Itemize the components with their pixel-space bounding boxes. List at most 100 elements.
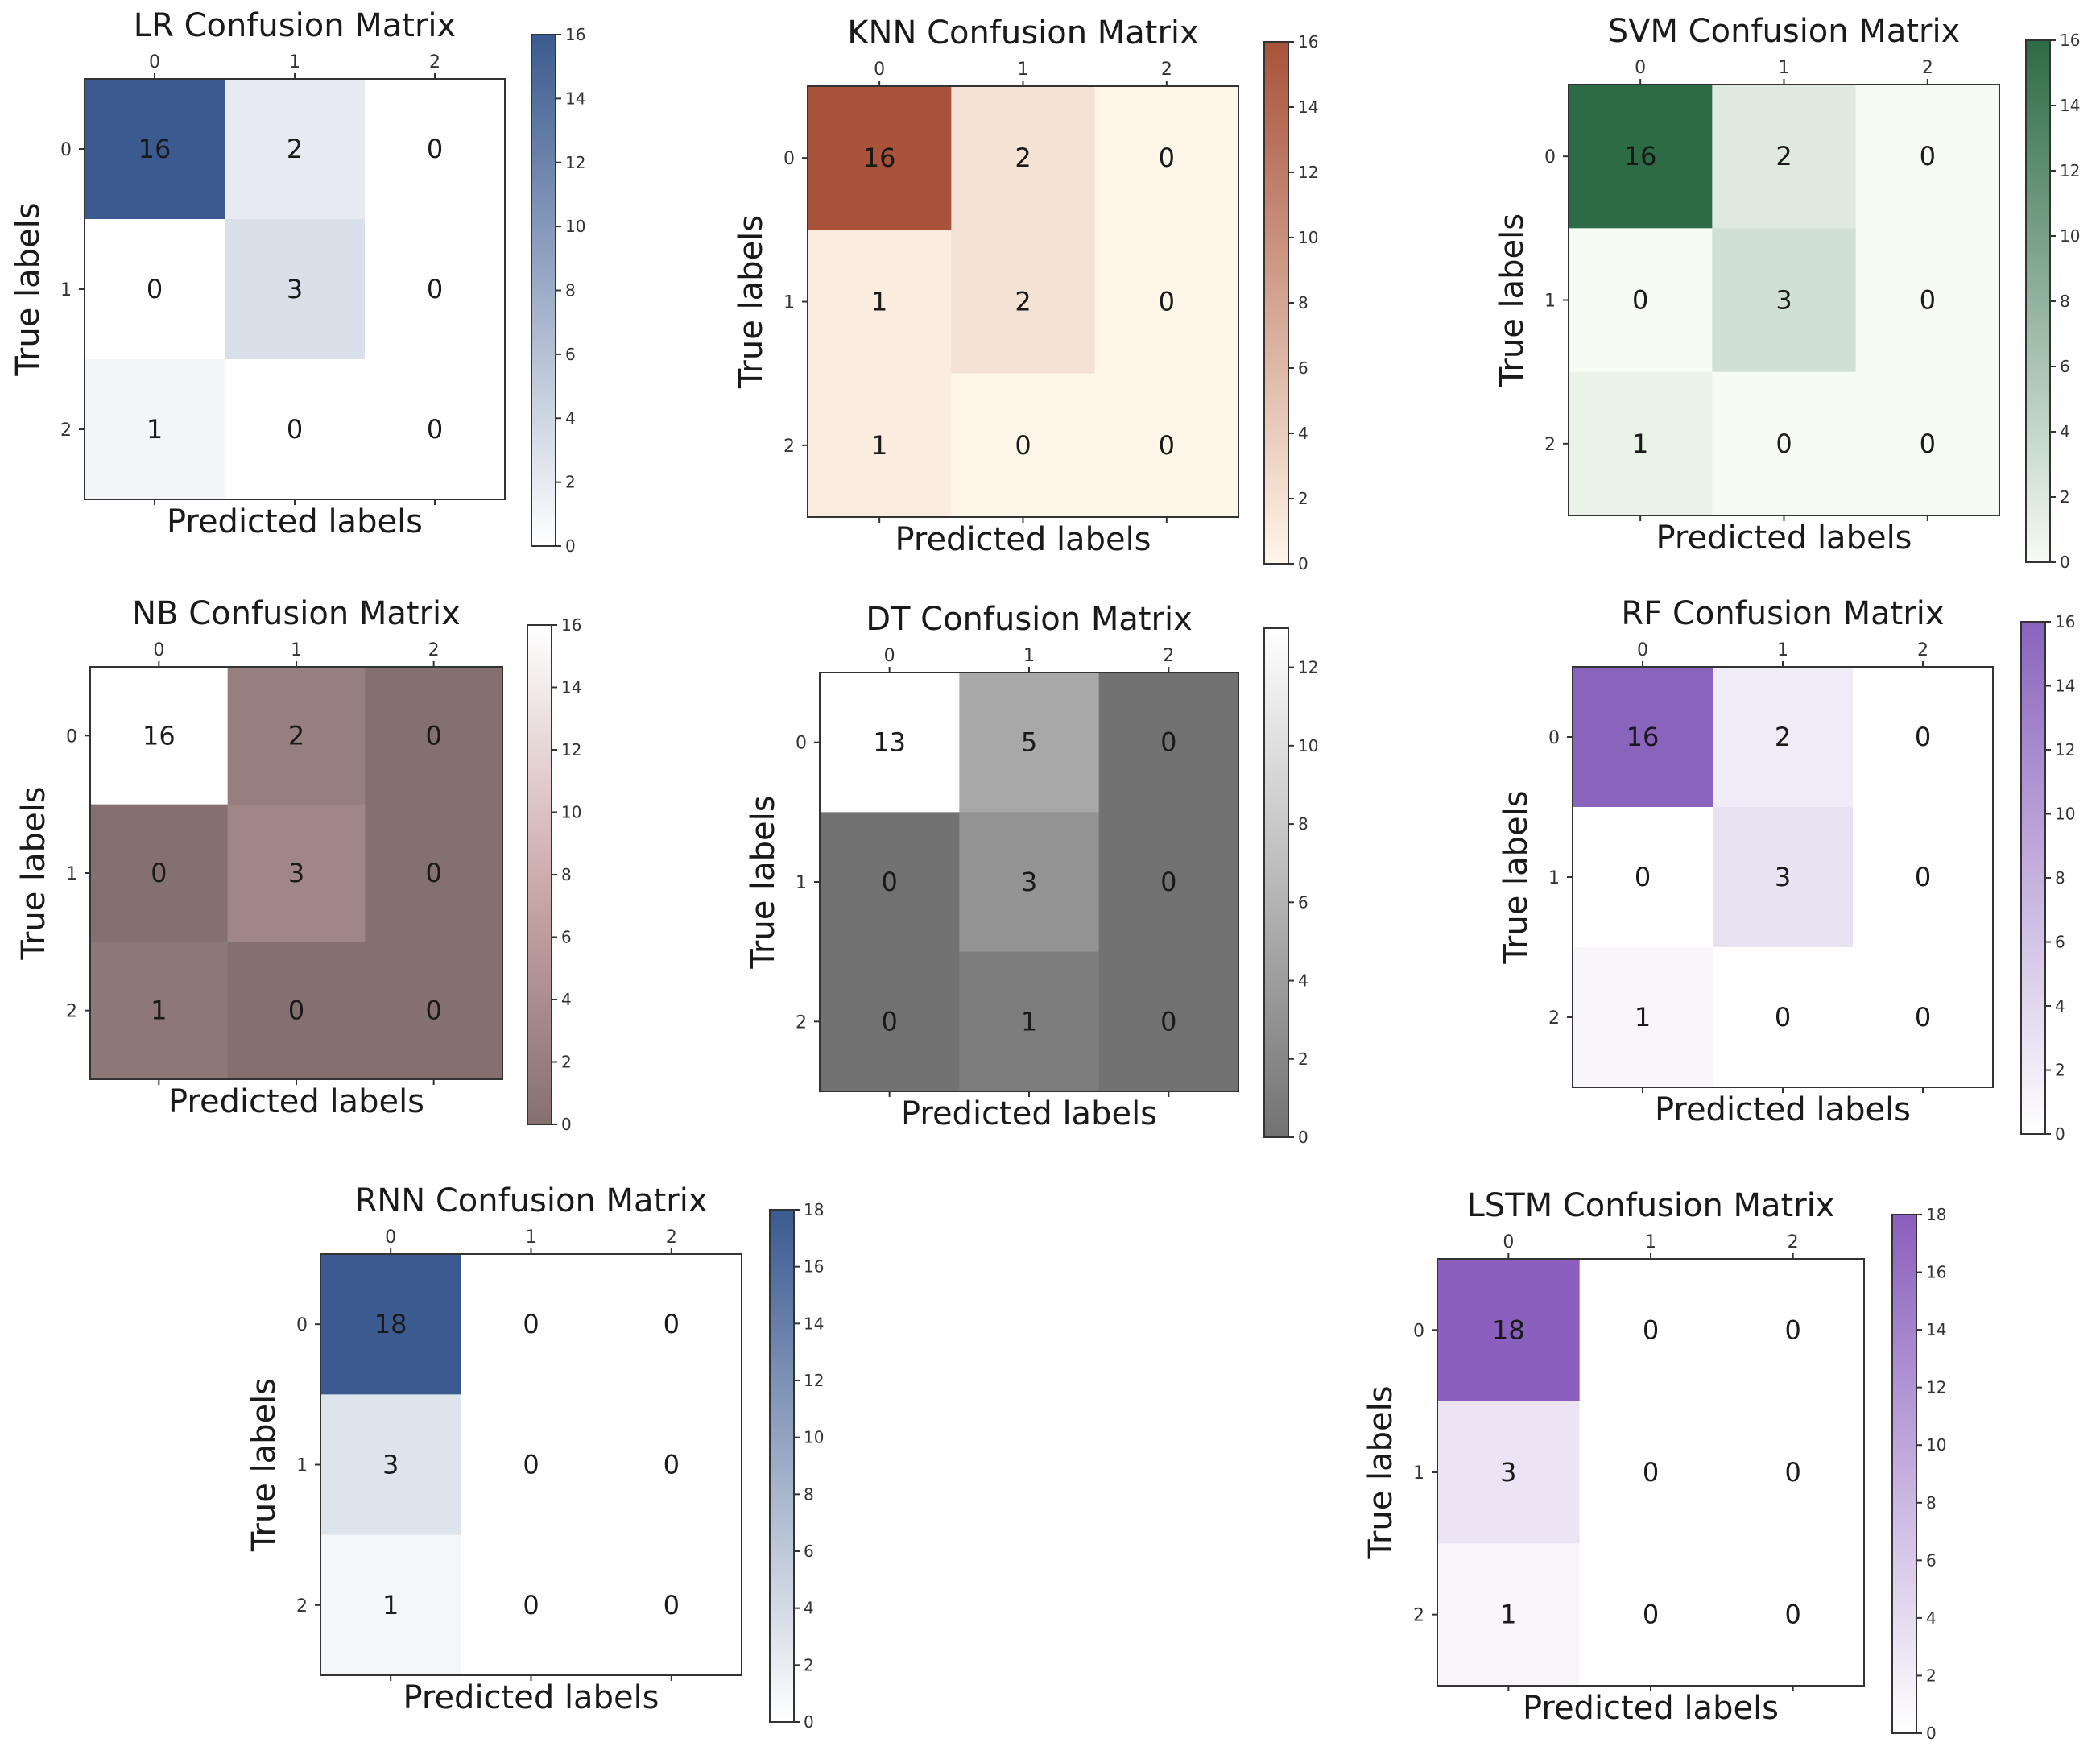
colorbar bbox=[2020, 621, 2046, 1135]
colorbar-tick-label: 2 bbox=[2060, 487, 2070, 507]
cell-value-label: 0 bbox=[1915, 1002, 1931, 1033]
cell-value-label: 1 bbox=[1500, 1600, 1516, 1630]
colorbar-tick-label: 6 bbox=[565, 345, 576, 364]
matrix-cell bbox=[90, 942, 229, 1080]
y-tick-label: 1 bbox=[60, 280, 72, 300]
cell-value-label: 0 bbox=[1784, 1457, 1800, 1488]
cell-value-label: 3 bbox=[1500, 1457, 1516, 1488]
cell-value-label: 0 bbox=[523, 1590, 539, 1620]
cell-value-label: 0 bbox=[1015, 430, 1031, 461]
cell-value-label: 0 bbox=[1784, 1600, 1800, 1630]
cell-value-label: 16 bbox=[863, 143, 896, 173]
x-tick-label: 2 bbox=[1163, 646, 1174, 666]
colorbar-tick-label: 10 bbox=[561, 803, 581, 822]
x-tick-label: 2 bbox=[429, 52, 440, 72]
colorbar-tick-label: 4 bbox=[2055, 996, 2065, 1016]
cell-value-label: 2 bbox=[1015, 143, 1031, 173]
x-axis-label: Predicted labels bbox=[1655, 1091, 1911, 1128]
chart-title: LSTM Confusion Matrix bbox=[1467, 1187, 1835, 1224]
cell-value-label: 1 bbox=[151, 995, 167, 1026]
matrix-cell bbox=[320, 1534, 461, 1676]
y-tick-label: 1 bbox=[796, 873, 807, 893]
colorbar-tick-label: 0 bbox=[2055, 1124, 2065, 1144]
x-tick-label: 0 bbox=[1637, 640, 1648, 660]
cell-value-label: 1 bbox=[1632, 428, 1648, 459]
matrix-cell bbox=[601, 1394, 742, 1536]
colorbar-tick-label: 6 bbox=[1926, 1550, 1937, 1570]
colorbar-tick-label: 4 bbox=[804, 1599, 814, 1618]
colorbar-tick-label: 6 bbox=[1298, 892, 1308, 912]
colorbar-tick-label: 6 bbox=[2055, 933, 2065, 952]
cell-value-label: 0 bbox=[1160, 1006, 1176, 1037]
colorbar-tick-label: 16 bbox=[2055, 612, 2075, 631]
matrix-cell bbox=[1853, 667, 1994, 808]
x-tick-label: 1 bbox=[1018, 60, 1029, 80]
chart-title: KNN Confusion Matrix bbox=[847, 14, 1198, 52]
x-axis-label: Predicted labels bbox=[1523, 1690, 1779, 1727]
y-tick-label: 0 bbox=[1548, 728, 1560, 748]
cell-value-label: 0 bbox=[425, 720, 441, 751]
matrix-cell bbox=[1713, 807, 1854, 948]
cell-value-label: 0 bbox=[288, 995, 304, 1026]
x-axis-label: Predicted labels bbox=[168, 1083, 424, 1120]
cell-value-label: 0 bbox=[1775, 428, 1792, 459]
cell-value-label: 18 bbox=[1492, 1314, 1525, 1345]
colorbar-tick-label: 8 bbox=[2055, 868, 2065, 888]
matrix-cell bbox=[1855, 85, 2000, 229]
colorbar-tick-label: 12 bbox=[561, 740, 581, 760]
colorbar-tick-label: 6 bbox=[804, 1542, 814, 1561]
cell-value-label: 0 bbox=[427, 134, 443, 164]
x-axis-label: Predicted labels bbox=[403, 1679, 659, 1716]
cell-value-label: 16 bbox=[138, 134, 172, 164]
y-tick-label: 2 bbox=[1413, 1606, 1424, 1626]
colorbar-tick-label: 0 bbox=[2060, 553, 2070, 572]
y-tick-label: 0 bbox=[296, 1315, 308, 1335]
matrix-cell bbox=[1853, 807, 1994, 948]
cell-value-label: 0 bbox=[1643, 1600, 1659, 1630]
matrix-cell bbox=[365, 804, 503, 942]
matrix-cell bbox=[1579, 1259, 1722, 1402]
x-axis-label: Predicted labels bbox=[1656, 519, 1912, 557]
y-axis-label: True labels bbox=[1498, 790, 1535, 964]
y-tick-label: 0 bbox=[1413, 1321, 1424, 1341]
colorbar-tick-label: 8 bbox=[804, 1484, 814, 1504]
colorbar-tick-label: 10 bbox=[565, 217, 585, 236]
colorbar-tick-label: 2 bbox=[804, 1655, 814, 1674]
colorbar-tick-label: 0 bbox=[1298, 1128, 1308, 1147]
colorbar-tick-label: 12 bbox=[2060, 161, 2080, 180]
colorbar-tick-label: 14 bbox=[1926, 1320, 1946, 1339]
y-axis-label: True labels bbox=[733, 215, 770, 389]
cell-value-label: 16 bbox=[1624, 141, 1657, 172]
y-axis-label: True labels bbox=[246, 1378, 283, 1552]
matrix-cell bbox=[365, 219, 506, 360]
matrix-cell bbox=[461, 1394, 602, 1536]
matrix-cell bbox=[1722, 1259, 1865, 1402]
cell-value-label: 0 bbox=[1160, 727, 1176, 758]
x-tick-label: 2 bbox=[1917, 640, 1928, 660]
matrix-cell bbox=[1437, 1259, 1581, 1402]
matrix-cell bbox=[227, 804, 366, 942]
matrix-cell bbox=[1573, 947, 1713, 1088]
cell-value-label: 0 bbox=[1915, 862, 1931, 892]
matrix-cell bbox=[1713, 667, 1854, 808]
colorbar-tick-label: 4 bbox=[1298, 971, 1308, 991]
cell-value-label: 0 bbox=[1915, 722, 1931, 752]
cell-value-label: 0 bbox=[287, 414, 303, 445]
matrix-cell bbox=[1098, 812, 1239, 953]
matrix-cell bbox=[1713, 947, 1854, 1088]
matrix-cell bbox=[1579, 1543, 1722, 1687]
x-axis-label: Predicted labels bbox=[895, 521, 1151, 558]
matrix-cell bbox=[959, 673, 1100, 813]
x-tick-label: 2 bbox=[666, 1227, 677, 1248]
colorbar-tick-label: 4 bbox=[2060, 422, 2070, 441]
cell-value-label: 0 bbox=[1784, 1314, 1800, 1345]
matrix-cell bbox=[227, 667, 366, 805]
y-tick-label: 0 bbox=[60, 140, 72, 160]
colorbar-tick-label: 14 bbox=[565, 89, 585, 108]
cell-value-label: 0 bbox=[1775, 1002, 1791, 1033]
x-tick-label: 2 bbox=[1922, 58, 1933, 78]
colorbar bbox=[1263, 627, 1289, 1138]
